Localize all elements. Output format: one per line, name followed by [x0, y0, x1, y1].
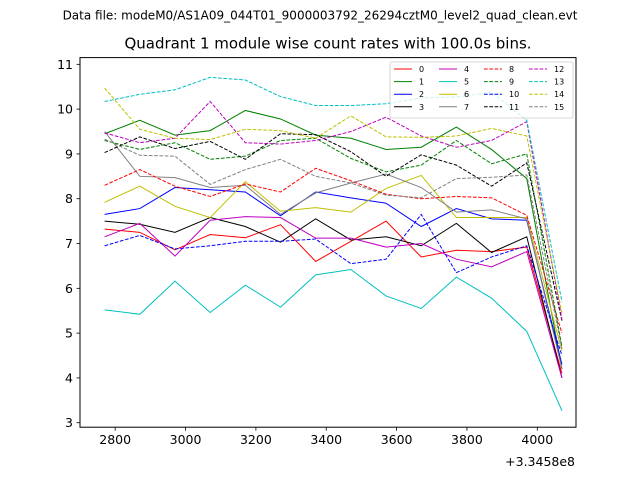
legend-label-1: 1: [419, 78, 424, 87]
series-line-3: [104, 217, 563, 379]
x-tick-label: 3400: [310, 432, 342, 447]
y-tick-label: 5: [65, 326, 73, 341]
legend-label-10: 10: [509, 90, 519, 99]
legend-label-9: 9: [509, 78, 514, 87]
series-line-8: [104, 167, 563, 334]
y-tick-label: 4: [65, 370, 73, 385]
series-line-5: [104, 268, 563, 411]
legend-box: [389, 61, 574, 119]
y-tick-label: 10: [57, 102, 73, 117]
series-line-15: [104, 138, 563, 349]
series-line-0: [104, 220, 563, 374]
x-tick-label: 3000: [170, 432, 202, 447]
series-line-11: [104, 133, 563, 321]
series-line-14: [104, 87, 563, 314]
x-tick-label: 3200: [240, 432, 272, 447]
series-line-9: [104, 137, 563, 347]
y-tick-label: 7: [65, 236, 73, 251]
chart-title: Quadrant 1 module wise count rates with …: [124, 35, 531, 53]
y-tick-label: 3: [65, 415, 73, 430]
plot-area: [104, 76, 563, 411]
legend-label-2: 2: [419, 90, 424, 99]
y-tick-label: 8: [65, 191, 73, 206]
legend-label-4: 4: [464, 65, 469, 74]
series-line-10: [104, 213, 563, 356]
x-tick-label: 3800: [451, 432, 483, 447]
legend-label-7: 7: [464, 103, 469, 112]
series-line-6: [104, 174, 563, 352]
y-tick-label: 11: [57, 57, 73, 72]
legend-label-8: 8: [509, 65, 514, 74]
y-tick-label: 6: [65, 281, 73, 296]
legend-label-14: 14: [554, 90, 564, 99]
legend-label-5: 5: [464, 78, 469, 87]
x-tick-label: 2800: [99, 432, 131, 447]
x-tick-label: 4000: [521, 432, 553, 447]
axes-frame: [79, 57, 577, 428]
legend-label-0: 0: [419, 65, 424, 74]
series-line-7: [104, 131, 563, 370]
y-tick-label: 9: [65, 146, 73, 161]
series-line-4: [104, 216, 563, 379]
suptitle: Data file: modeM0/AS1A09_044T01_90000037…: [63, 9, 578, 23]
legend-label-13: 13: [554, 78, 564, 87]
x-tick-label: 3600: [381, 432, 413, 447]
series-line-12: [104, 100, 563, 320]
x-offset-label: +3.3458e8: [505, 454, 575, 469]
legend-label-11: 11: [509, 103, 519, 112]
series-line-1: [104, 109, 563, 370]
legend-label-3: 3: [419, 103, 424, 112]
series-line-2: [104, 187, 563, 365]
legend-label-15: 15: [554, 103, 564, 112]
legend-label-6: 6: [464, 90, 469, 99]
legend-label-12: 12: [554, 65, 564, 74]
